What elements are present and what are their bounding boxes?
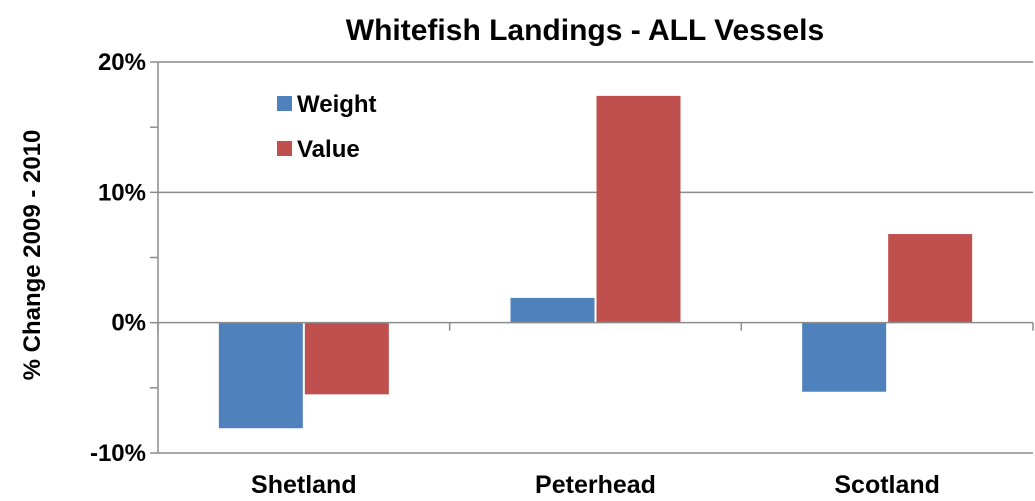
y-tick-label: 10% (98, 179, 146, 206)
y-tick-labels: 20% 10% 0% -10% (90, 49, 146, 467)
bar-weight-peterhead (510, 297, 595, 323)
bar-weight-scotland (802, 322, 887, 392)
legend-swatch-weight (277, 96, 292, 111)
x-category-label: Peterhead (535, 471, 656, 499)
y-axis-label: % Change 2009 - 2010 (19, 130, 46, 381)
gridlines (158, 61, 1033, 454)
bars (218, 95, 973, 429)
bar-value-peterhead (596, 95, 681, 323)
chart-title: Whitefish Landings - ALL Vessels (346, 14, 824, 47)
x-category-label: Shetland (251, 471, 357, 499)
bar-value-shetland (304, 322, 389, 395)
legend-swatch-value (277, 141, 292, 156)
y-tick-label: 0% (111, 310, 146, 337)
legend-label-value: Value (297, 136, 360, 163)
legend-label-weight: Weight (297, 91, 377, 118)
legend: Weight Value (277, 91, 377, 163)
y-tick-label: 20% (98, 49, 146, 76)
y-tick-label: -10% (90, 440, 146, 467)
axes (150, 61, 1034, 454)
bar-weight-shetland (218, 322, 303, 429)
bar-value-scotland (888, 234, 973, 323)
x-category-label: Scotland (834, 471, 940, 499)
category-labels: Shetland Peterhead Scotland (251, 471, 940, 499)
